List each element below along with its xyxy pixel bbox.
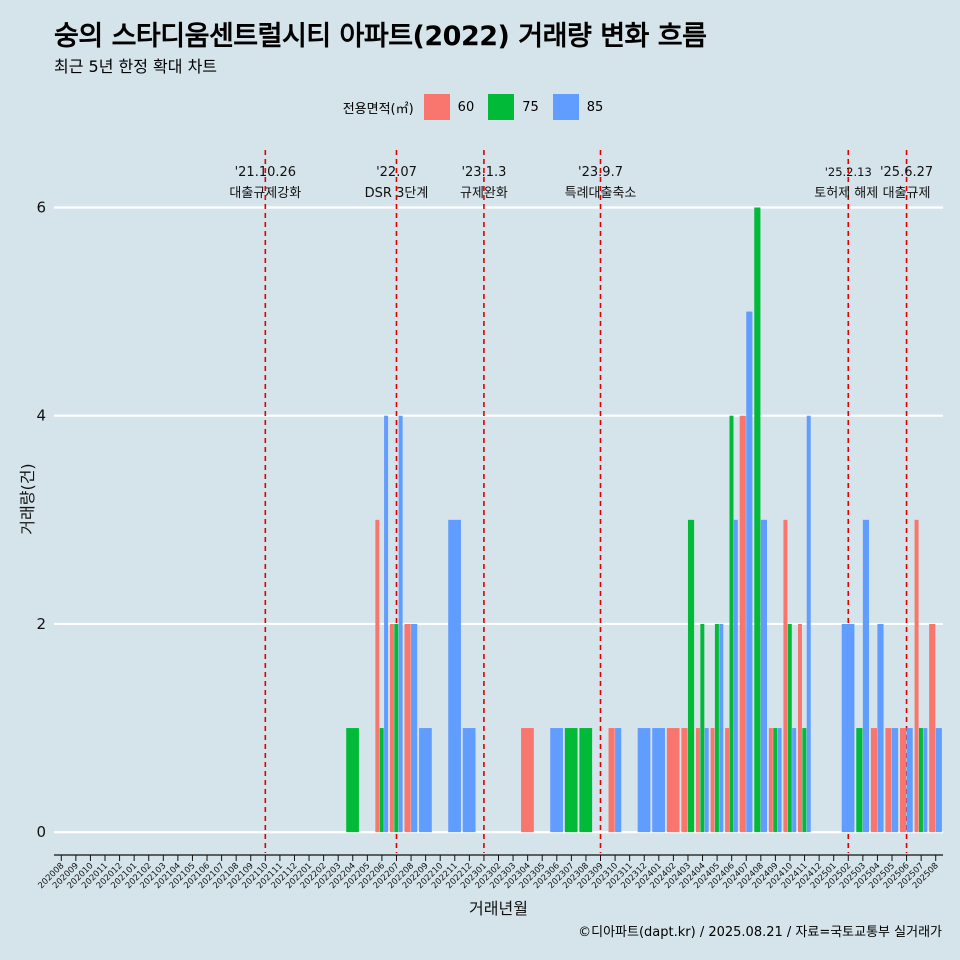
bar-85-202404: [704, 728, 709, 833]
bar-75-202406: [729, 415, 734, 833]
event-date-202110: '21.10.26: [235, 165, 296, 180]
legend-item-85: 85: [552, 94, 604, 120]
bar-60-202310: [608, 728, 615, 833]
bar-85-202506: [906, 728, 913, 833]
bar-85-202410: [792, 728, 797, 833]
bar-85-202508: [935, 728, 942, 833]
event-date-202506: '25.6.27: [880, 165, 933, 180]
bar-85-202206: [384, 415, 389, 833]
bar-60-202405: [710, 728, 715, 833]
bar-85-202212: [462, 728, 476, 833]
bar-75-202404: [700, 623, 705, 833]
bar-60-202407: [739, 415, 746, 833]
bar-60-202508: [929, 623, 936, 833]
bar-75-202409: [773, 728, 778, 833]
bar-85-202407: [746, 311, 753, 833]
event-date-202207: '22.07: [376, 165, 417, 180]
bar-85-202502: [841, 623, 855, 833]
bar-75-202308: [579, 728, 593, 833]
bar-75-202207: [394, 623, 399, 833]
legend-swatch-60: [423, 94, 450, 120]
event-label-202207: DSR 3단계: [365, 186, 429, 201]
y-tick-label: 6: [36, 198, 46, 216]
bar-85-202505: [891, 728, 899, 833]
bar-75-202503: [856, 728, 863, 833]
bar-85-202312: [637, 728, 651, 833]
bar-85-202208: [411, 623, 418, 833]
bar-75-202410: [787, 623, 792, 833]
bar-60-202404: [695, 728, 700, 833]
bar-75-202403: [687, 519, 695, 833]
event-date-202502: '25.2.13: [825, 165, 872, 179]
event-label-202506: 대출규제: [883, 186, 931, 201]
bar-85-202211: [448, 519, 461, 833]
legend: 전용면적(㎡) 60 75 85: [0, 93, 960, 121]
bar-60-202406: [725, 728, 730, 833]
bar-85-202310: [615, 728, 622, 833]
x-axis-title: 거래년월: [469, 899, 528, 918]
legend-label-60: 60: [457, 99, 475, 115]
bar-85-202306: [550, 728, 563, 833]
bar-85-202411: [806, 415, 811, 833]
bar-60-202409: [768, 728, 773, 833]
bar-85-202409: [777, 728, 782, 833]
chart-title: 숭의 스타디움센트럴시티 아파트(2022) 거래량 변화 흐름: [54, 21, 707, 52]
event-label-202502: 토허제 해제: [814, 186, 878, 201]
bar-60-202304: [521, 728, 534, 833]
bar-60-202506: [900, 728, 907, 833]
bar-85-202503: [862, 519, 870, 833]
bar-60-202206: [375, 519, 380, 833]
event-label-202309: 특례대출축소: [565, 186, 637, 201]
event-label-202301: 규제완화: [460, 186, 508, 201]
bar-60-202410: [783, 519, 788, 833]
legend-swatch-75: [488, 94, 515, 120]
bar-85-202504: [877, 623, 884, 833]
bar-85-202507: [923, 728, 928, 833]
event-label-202110: 대출규제강화: [229, 186, 301, 201]
bar-60-202208: [404, 623, 411, 833]
legend-title: 전용면적(㎡): [342, 101, 414, 117]
bar-60-202505: [885, 728, 892, 833]
legend-item-60: 60: [423, 94, 475, 120]
legend-item-75: 75: [488, 94, 539, 120]
bar-75-202206: [379, 728, 384, 833]
y-tick-label: 4: [36, 407, 46, 425]
legend-label-75: 75: [522, 99, 539, 115]
legend-label-85: 85: [586, 99, 604, 115]
bar-60-202207: [389, 623, 394, 833]
bar-60-202504: [870, 728, 878, 833]
bar-60-202507: [914, 519, 919, 833]
bar-60-202403: [681, 728, 688, 833]
bar-75-202405: [714, 623, 719, 833]
bar-85-202405: [719, 623, 724, 833]
bar-85-202209: [419, 728, 432, 833]
bar-85-202408: [760, 519, 767, 833]
bar-85-202401: [652, 728, 665, 833]
bar-75-202411: [802, 728, 807, 833]
bar-60-202402: [666, 728, 680, 833]
bar-85-202406: [733, 519, 738, 833]
bar-75-202307: [564, 728, 578, 833]
legend-swatch-85: [552, 94, 579, 120]
bar-60-202411: [797, 623, 802, 833]
bar-75-202408: [754, 207, 761, 833]
source-caption: ©디아파트(dapt.kr) / 2025.08.21 / 자료=국토교통부 실…: [578, 925, 942, 940]
event-date-202309: '23.9.7: [578, 165, 623, 180]
bar-75-202204: [346, 728, 359, 833]
y-tick-label: 2: [36, 615, 46, 633]
chart-subtitle: 최근 5년 한정 확대 차트: [54, 57, 218, 76]
y-axis-title: 거래량(건): [18, 463, 37, 534]
bars: [346, 207, 942, 833]
event-date-202301: '23.1.3: [461, 165, 506, 180]
y-tick-label: 0: [36, 823, 46, 841]
bar-75-202507: [918, 728, 923, 833]
bar-85-202207: [398, 415, 403, 833]
